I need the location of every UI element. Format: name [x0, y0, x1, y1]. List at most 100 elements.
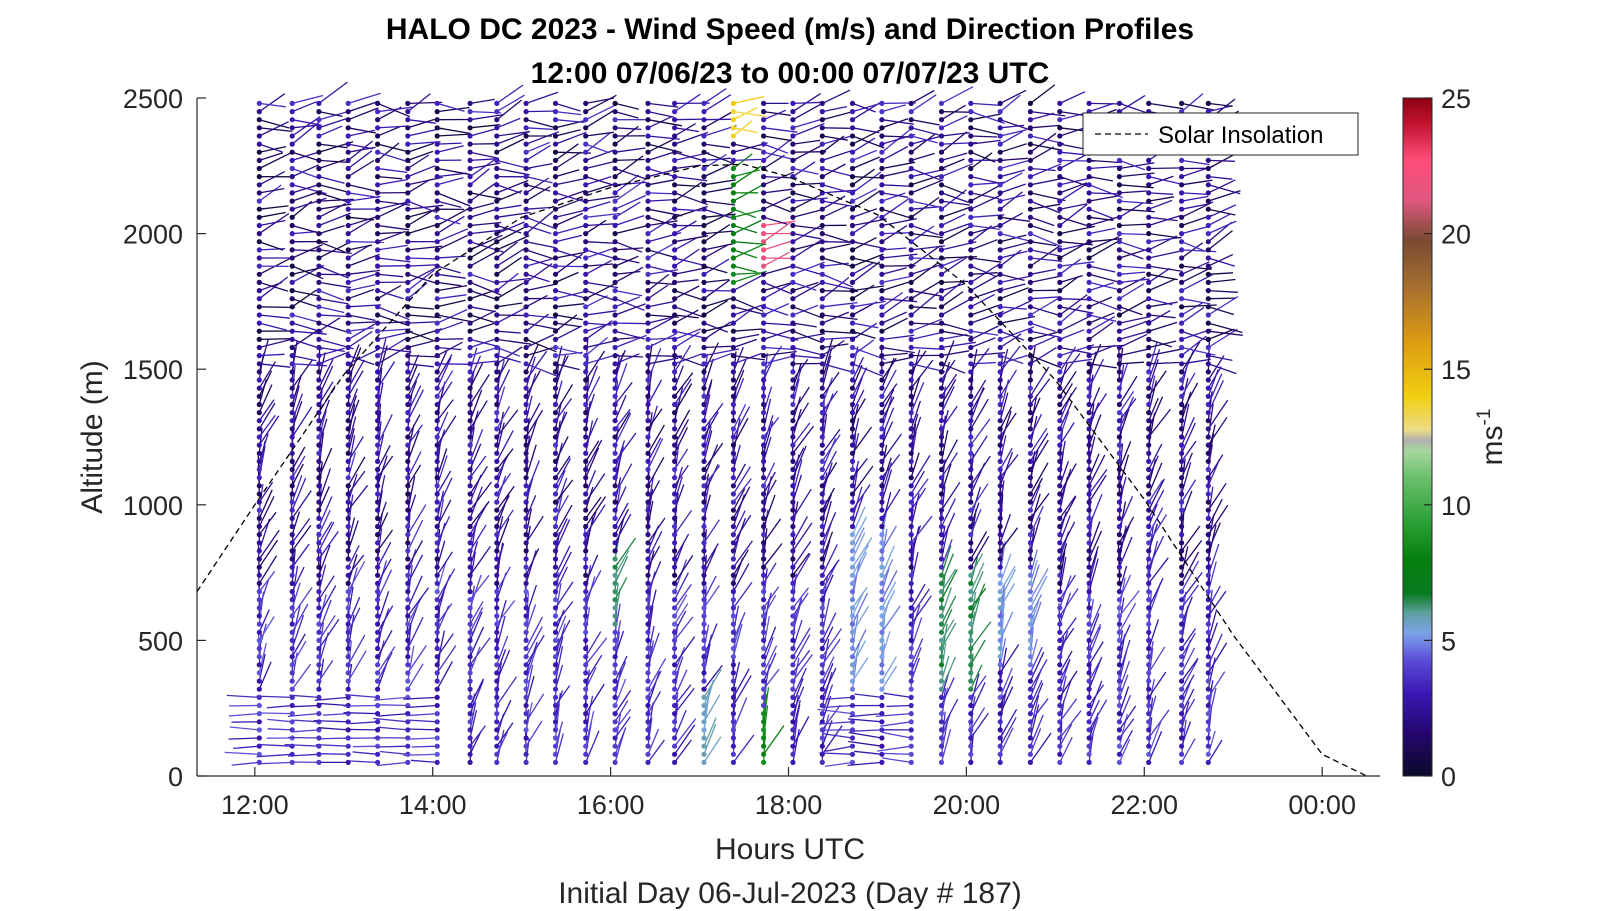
wind-barb-dot [256, 483, 262, 489]
wind-barb-dot [523, 491, 529, 497]
wind-barb-dot [819, 548, 825, 554]
wind-barb-dot [612, 434, 618, 440]
wind-barb-dot [938, 133, 945, 139]
wind-barb-dot [849, 100, 856, 106]
wind-barb-dot [583, 296, 589, 302]
wind-barb [292, 289, 320, 297]
wind-barb-dot [879, 670, 885, 676]
wind-barb-dot [494, 182, 500, 188]
wind-barb [999, 708, 1018, 739]
wind-barb-dot [434, 735, 440, 741]
wind-barb-dot [405, 507, 411, 513]
wind-barb-dot [1086, 418, 1092, 424]
wind-barb [821, 662, 834, 690]
wind-barb-dot [819, 645, 825, 652]
wind-barb-dot [761, 434, 767, 440]
wind-barb [910, 318, 942, 332]
wind-barb-dot [879, 540, 885, 546]
wind-barb-dot [730, 629, 737, 635]
wind-barb-dot [672, 263, 678, 269]
wind-barb-dot [938, 572, 945, 578]
wind-barb-dot [494, 174, 500, 180]
wind-barb-dot [289, 157, 295, 163]
wind-barb-dot [1027, 320, 1033, 326]
wind-barb-dot [289, 133, 295, 139]
wind-barb [469, 250, 499, 267]
wind-barb-dot [1086, 271, 1092, 277]
wind-barb [1088, 402, 1100, 430]
wind-barb-dot [1116, 466, 1122, 473]
wind-barb [1030, 143, 1063, 151]
wind-barb [674, 164, 701, 170]
wind-barb-dot [612, 662, 618, 668]
wind-barb [469, 709, 478, 739]
wind-barb-dot [790, 499, 796, 505]
wind-barb-dot [908, 727, 914, 733]
wind-barb-dot [1057, 206, 1063, 212]
wind-barb [763, 127, 798, 133]
wind-barb [970, 639, 986, 666]
wind-barb [614, 537, 637, 568]
wind-barb-dot [1116, 385, 1122, 391]
wind-barb-dot [316, 279, 322, 285]
wind-barb [554, 479, 574, 503]
wind-barb-dot [761, 100, 767, 106]
wind-barb-dot [672, 296, 678, 302]
wind-barb-dot [761, 751, 767, 757]
wind-barb-dot [645, 296, 651, 302]
wind-barb-dot [467, 466, 473, 473]
wind-barb [469, 730, 482, 755]
wind-barb [674, 669, 688, 698]
wind-barb-dot [434, 621, 440, 627]
wind-barb-dot [879, 629, 885, 635]
wind-barb-dot [523, 255, 529, 261]
wind-barb [1088, 684, 1105, 706]
wind-barb-dot [819, 532, 825, 538]
wind-barb-dot [730, 491, 737, 497]
wind-barb-dot [405, 312, 411, 318]
wind-barb [525, 257, 556, 269]
wind-barb [555, 169, 580, 178]
wind-barb-dot [908, 198, 914, 204]
wind-barb-dot [583, 645, 589, 652]
wind-barb-dot [345, 174, 351, 180]
wind-barb-dot [552, 157, 559, 163]
wind-barb-dot [908, 564, 914, 570]
wind-barb-dot [1146, 759, 1152, 766]
wind-barb-dot [552, 475, 559, 481]
wind-barb-dot [761, 564, 767, 570]
wind-barb-dot [879, 735, 885, 741]
wind-barb-dot [672, 629, 678, 635]
wind-barb [318, 410, 327, 438]
wind-barb-dot [405, 410, 411, 416]
wind-barb-dot [256, 157, 262, 163]
wind-barb-dot [612, 328, 618, 334]
wind-barb [1059, 631, 1069, 657]
wind-barb [851, 629, 867, 657]
wind-barb-dot [316, 125, 322, 131]
wind-barb [763, 586, 780, 609]
wind-barb-dot [345, 694, 351, 701]
wind-barb [377, 106, 413, 113]
wind-barb-dot [405, 759, 411, 766]
wind-barb-dot [523, 589, 529, 595]
wind-barb [525, 515, 544, 544]
wind-barb-dot [849, 182, 856, 188]
wind-barb-dot [730, 466, 737, 473]
wind-barb-dot [908, 271, 914, 277]
wind-barb [1029, 493, 1041, 527]
wind-barb-dot [345, 637, 351, 644]
wind-barb-dot [552, 206, 559, 212]
wind-barb-dot [849, 247, 856, 253]
wind-barb-dot [938, 174, 945, 180]
wind-barb-dot [1057, 279, 1063, 285]
wind-barb [1059, 91, 1086, 104]
wind-barb-dot [701, 410, 707, 416]
wind-barb-dot [730, 263, 737, 269]
wind-barb-dot [879, 320, 885, 326]
wind-barb-dot [256, 174, 262, 180]
wind-barb-dot [552, 320, 559, 326]
wind-barb-dot [968, 418, 974, 424]
wind-barb-dot [256, 198, 262, 204]
wind-barb [647, 657, 667, 690]
